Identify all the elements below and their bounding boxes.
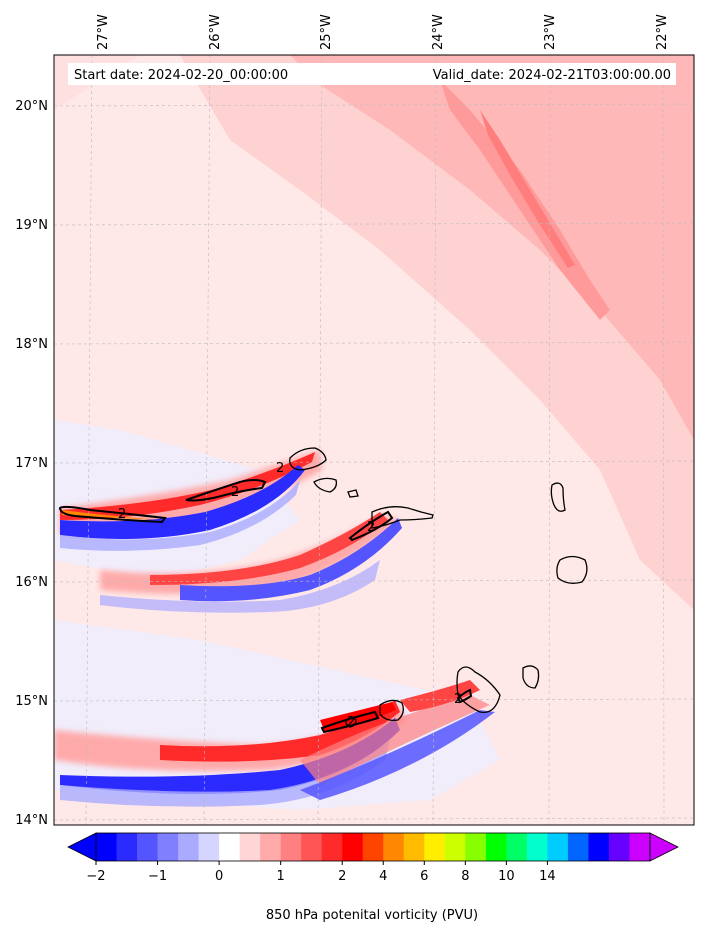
colorbar-swatch	[239, 833, 261, 861]
colorbar-tick-label: 0	[215, 869, 223, 884]
colorbar-swatch	[96, 833, 118, 861]
colorbar-tick-label: 14	[539, 869, 556, 884]
pv-contours	[58, 479, 473, 734]
contour-label-1: 2	[118, 507, 126, 522]
contour-label-5: 2	[347, 715, 355, 730]
colorbar-swatch	[506, 833, 528, 861]
colorbar-swatch	[424, 833, 446, 861]
colorbar-swatch	[465, 833, 487, 861]
island-brava	[345, 717, 357, 728]
colorbar	[67, 832, 679, 862]
valid-date-label: Valid_date: 2024-02-21T03:00:00.00	[433, 68, 671, 83]
colorbar-swatch	[444, 833, 466, 861]
island-sao-vicente	[313, 477, 338, 493]
pv-band-peak	[480, 110, 575, 268]
lon-label-25w: 25°W	[319, 14, 334, 50]
colorbar-swatch	[301, 833, 323, 861]
island-maio	[522, 665, 540, 689]
colorbar-tick-label: −1	[148, 869, 167, 884]
colorbar-tick-label: 8	[461, 869, 469, 884]
colorbar-swatch	[321, 833, 343, 861]
contour-label-2: 2	[231, 485, 239, 500]
colorbar-swatch	[280, 833, 302, 861]
colorbar-swatch	[608, 833, 630, 861]
colorbar-frame	[95, 832, 651, 862]
colorbar-swatch	[547, 833, 569, 861]
colorbar-swatch	[137, 833, 159, 861]
colorbar-swatch	[342, 833, 364, 861]
colorbar-swatch	[485, 833, 507, 861]
colorbar-tick-label: 1	[277, 869, 285, 884]
lat-label-14n: 14°N	[15, 813, 48, 828]
island-santiago	[456, 666, 501, 714]
colorbar-swatch	[178, 833, 200, 861]
island-sao-nicolau	[371, 506, 434, 529]
pv-field: 2 2 2 2 2 2	[54, 55, 694, 825]
colorbar-swatch	[362, 833, 384, 861]
contour-label-6: 2	[454, 692, 462, 707]
longitude-labels: 27°W 26°W 25°W 24°W 23°W 22°W	[96, 14, 670, 50]
colorbar-swatch	[403, 833, 425, 861]
colorbar-swatch	[116, 833, 138, 861]
island-fogo	[379, 699, 404, 722]
colorbar-title: 850 hPa potenital vorticity (PVU)	[266, 908, 478, 923]
colorbar-extend-high	[649, 832, 679, 862]
island-sal	[550, 482, 566, 512]
colorbar-tick-label: 10	[498, 869, 515, 884]
colorbar-swatch	[526, 833, 548, 861]
map-frame	[53, 54, 695, 826]
colorbar-swatch	[219, 833, 241, 861]
colorbar-swatch	[567, 833, 589, 861]
colorbar-tick-label: 4	[379, 869, 387, 884]
lat-label-16n: 16°N	[15, 575, 48, 590]
graticule	[54, 55, 694, 825]
colorbar-tick-label: 6	[420, 869, 428, 884]
lat-label-18n: 18°N	[15, 337, 48, 352]
colorbar-swatch	[157, 833, 179, 861]
lat-label-17n: 17°N	[15, 456, 48, 471]
island-boa-vista	[556, 555, 588, 584]
wake-north-east	[100, 512, 402, 613]
colorbar-swatch	[629, 833, 651, 861]
contour-label-3: 2	[276, 461, 284, 476]
lon-label-27w: 27°W	[96, 14, 111, 50]
coastlines	[289, 447, 588, 728]
header-box	[68, 63, 676, 85]
colorbar-swatch	[260, 833, 282, 861]
colorbar-swatch	[198, 833, 220, 861]
lat-label-20n: 20°N	[15, 99, 48, 114]
lat-label-19n: 19°N	[15, 218, 48, 233]
colorbar-extend-low	[67, 832, 97, 862]
pv-band-mid	[290, 55, 694, 440]
lon-label-22w: 22°W	[655, 14, 670, 50]
lon-label-24w: 24°W	[431, 14, 446, 50]
latitude-labels: 20°N 19°N 18°N 17°N 16°N 15°N 14°N	[15, 99, 48, 828]
island-santo-antao	[289, 447, 327, 471]
wake-south	[54, 680, 495, 807]
colorbar-swatch	[588, 833, 610, 861]
lon-label-23w: 23°W	[543, 14, 558, 50]
island-santa-luzia	[347, 489, 359, 498]
start-date-label: Start date: 2024-02-20_00:00:00	[74, 68, 288, 83]
colorbar-ticks: −2 −1 0 1 2 4 6 8 10 14	[86, 861, 556, 884]
contour-label-4: 2	[367, 520, 375, 535]
lat-label-15n: 15°N	[15, 694, 48, 709]
lon-label-26w: 26°W	[208, 14, 223, 50]
colorbar-swatch	[383, 833, 405, 861]
colorbar-tick-label: −2	[86, 869, 105, 884]
colorbar-tick-label: 2	[338, 869, 346, 884]
